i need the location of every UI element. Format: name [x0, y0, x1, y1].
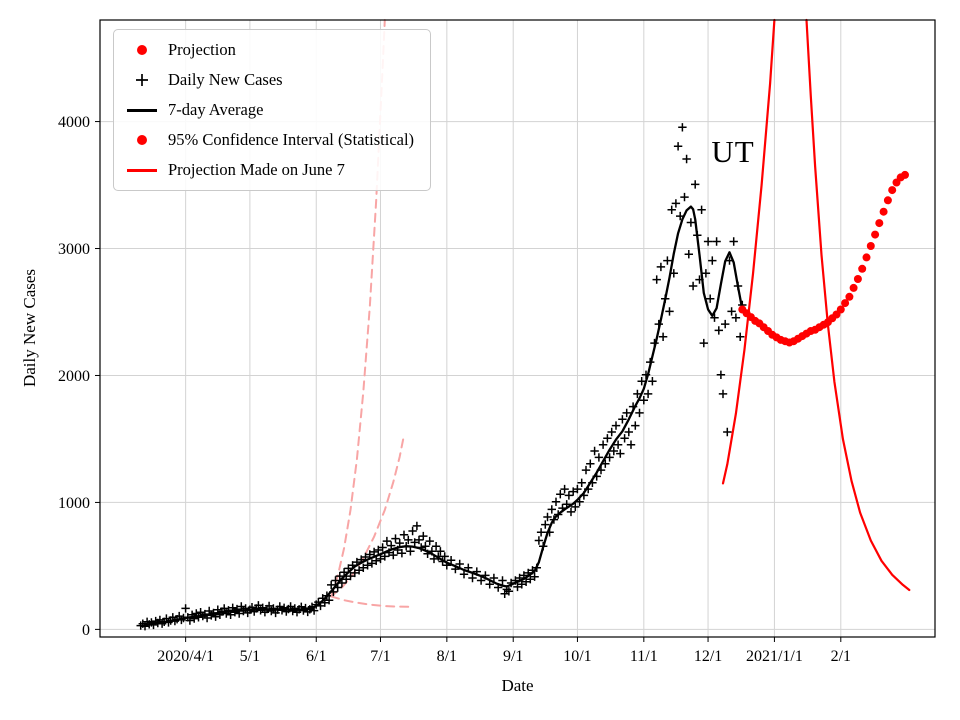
y-tick-label: 0	[82, 622, 90, 639]
state-annotation: UT	[711, 134, 755, 169]
confidence-interval-dot-marker	[124, 135, 160, 145]
legend-label: Daily New Cases	[168, 70, 283, 89]
axis-ticks: 2020/4/1 5/1 6/1 7/1 8/1 9/1 10/1 11/1 12/1 2021/…	[58, 114, 851, 665]
y-tick-label: 2000	[58, 368, 90, 385]
x-tick-label: 9/1	[503, 648, 523, 665]
y-tick-label: 1000	[58, 495, 90, 512]
x-tick-label: 2021/1/1	[746, 648, 803, 665]
projection-dot-marker	[124, 45, 160, 55]
legend-label: Projection Made on June 7	[168, 160, 345, 179]
x-tick-label: 12/1	[694, 648, 722, 665]
x-tick-label: 10/1	[563, 648, 591, 665]
legend-entry-confidence-interval: 95% Confidence Interval (Statistical)	[124, 130, 414, 150]
x-tick-label: 2020/4/1	[157, 648, 214, 665]
series-projection-june7-fall	[805, 18, 911, 592]
legend-label: 95% Confidence Interval (Statistical)	[168, 130, 415, 149]
legend-entry-daily-new-cases: Daily New Cases	[124, 70, 414, 90]
legend-entry-projection-june7: Projection Made on June 7	[124, 160, 414, 180]
legend: Projection Daily New Cases 7-day Average 95…	[113, 29, 432, 191]
legend-entry-projection: Projection	[124, 40, 414, 60]
x-axis-label: Date	[501, 676, 534, 695]
y-tick-label: 4000	[58, 114, 90, 131]
legend-label: Projection	[168, 40, 236, 59]
x-tick-label: 6/1	[306, 648, 326, 665]
legend-label: 7-day Average	[168, 100, 264, 119]
x-tick-label: 11/1	[630, 648, 658, 665]
legend-entry-seven-day-average: 7-day Average	[124, 100, 414, 120]
x-tick-label: 7/1	[370, 648, 390, 665]
gridlines	[100, 20, 935, 637]
y-tick-label: 3000	[58, 241, 90, 258]
series-daily-new-cases	[136, 123, 747, 631]
series-projection	[738, 170, 909, 347]
x-tick-label: 2/1	[831, 648, 851, 665]
daily-new-cases-plus-marker	[124, 71, 160, 89]
series-ci-lower	[330, 595, 410, 608]
projection-june7-line-marker	[124, 168, 160, 172]
series-projection-june7-rise	[721, 18, 776, 485]
y-axis-label: Daily New Cases	[20, 268, 39, 388]
seven-day-average-line-marker	[124, 108, 160, 112]
plot-frame	[99, 19, 936, 638]
x-tick-label: 8/1	[437, 648, 457, 665]
x-tick-label: 5/1	[240, 648, 260, 665]
